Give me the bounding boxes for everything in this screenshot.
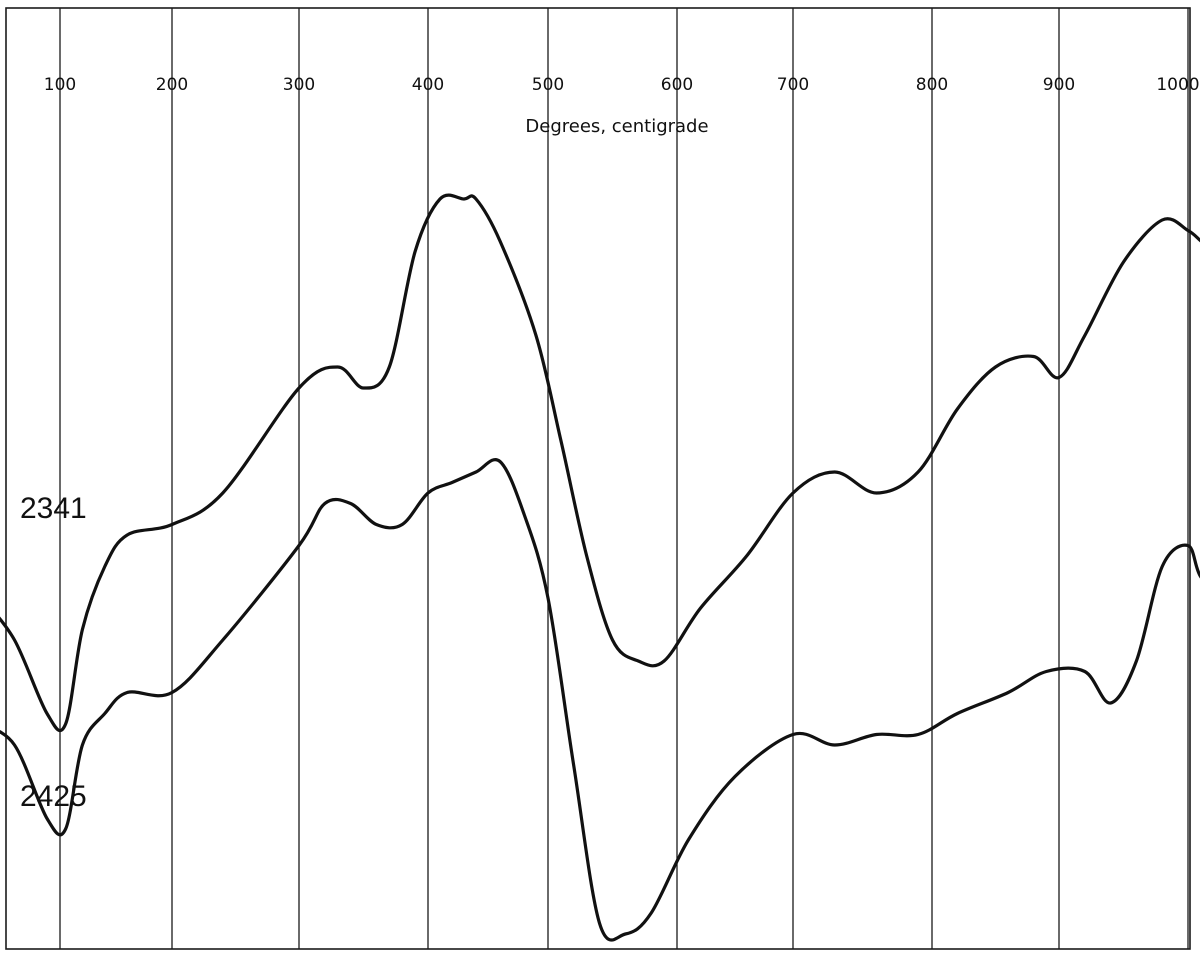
x-tick-label-500: 500 xyxy=(532,75,564,95)
curve-2341 xyxy=(0,193,1200,733)
x-tick-label-300: 300 xyxy=(283,75,315,95)
x-tick-labels: 100 200 300 400 500 600 700 800 900 1000 xyxy=(44,75,1200,95)
x-tick-label-700: 700 xyxy=(777,75,809,95)
plot-frame xyxy=(5,7,1191,950)
x-axis-label: Degrees, centigrade xyxy=(525,116,708,137)
x-tick-label-600: 600 xyxy=(661,75,693,95)
curves xyxy=(0,193,1200,942)
x-tick-label-200: 200 xyxy=(156,75,188,95)
series-label-2341: 2341 xyxy=(20,492,87,525)
series-label-2425: 2425 xyxy=(20,780,87,813)
x-tick-label-100: 100 xyxy=(44,75,76,95)
x-tick-label-400: 400 xyxy=(412,75,444,95)
x-tick-label-800: 800 xyxy=(916,75,948,95)
x-tick-label-900: 900 xyxy=(1043,75,1075,95)
curve-2425 xyxy=(0,458,1200,942)
vertical-grid xyxy=(59,8,1189,949)
x-tick-label-1000: 1000 xyxy=(1156,75,1199,95)
